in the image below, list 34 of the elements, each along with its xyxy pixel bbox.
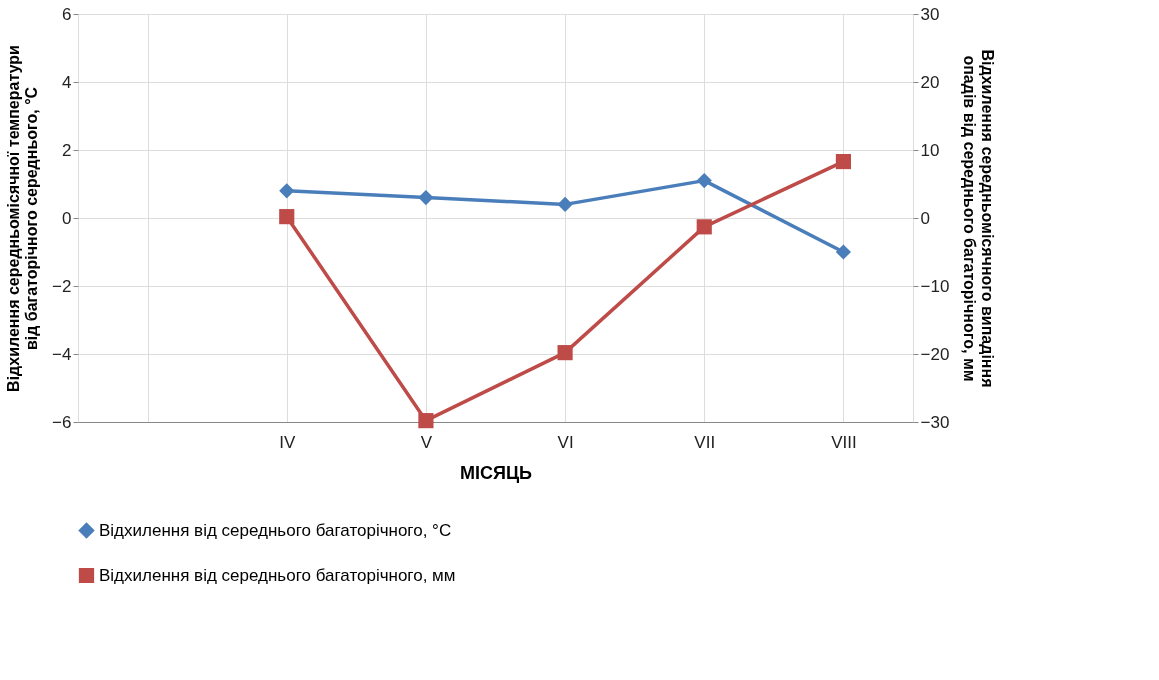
- y2-tick-label: 10: [920, 140, 940, 160]
- x-tick-label: VIII: [831, 432, 857, 452]
- legend-label: Відхилення від середнього багаторічного, мм: [99, 565, 456, 585]
- y-tick-label: 2: [62, 140, 72, 160]
- y-tick-label: −2: [52, 276, 72, 296]
- y-tick-label: 0: [62, 208, 72, 228]
- point: [557, 196, 573, 212]
- y2-tick-label: 20: [920, 72, 940, 92]
- x-tick-label: V: [420, 432, 433, 452]
- y2-tick-label: 0: [920, 208, 930, 228]
- point: [696, 173, 712, 189]
- y-tick-label: 6: [62, 4, 72, 24]
- x-axis-title: МІСЯЦЬ: [459, 462, 533, 483]
- point: [418, 413, 434, 429]
- point: [835, 153, 851, 170]
- x-tick-label: VI: [557, 432, 574, 452]
- point: [418, 190, 434, 206]
- y2-tick-label: −10: [920, 276, 950, 296]
- y-axis-title: Відхилення середньомісячної температури від багаторічного середнього, °C: [5, 45, 41, 392]
- point: [835, 244, 851, 260]
- y-tick-label: −6: [52, 412, 72, 432]
- point: [279, 209, 295, 225]
- y2-tick-label: −20: [920, 344, 950, 364]
- y2-axis-title: Відхилення середньомісячного випадіння опадів від середнього багаторічного, мм: [961, 49, 997, 388]
- y2-tick-label: 30: [920, 4, 940, 24]
- legend-label: Відхилення від середнього багаторічного, °C: [99, 520, 452, 540]
- point: [279, 183, 295, 199]
- x-tick-label: IV: [279, 432, 296, 452]
- point: [696, 219, 712, 235]
- y-tick-label: −4: [52, 344, 72, 364]
- y-tick-label: 4: [62, 72, 72, 92]
- x-tick-label: VII: [694, 432, 716, 452]
- y2-tick-label: −30: [920, 412, 950, 432]
- point: [557, 345, 573, 361]
